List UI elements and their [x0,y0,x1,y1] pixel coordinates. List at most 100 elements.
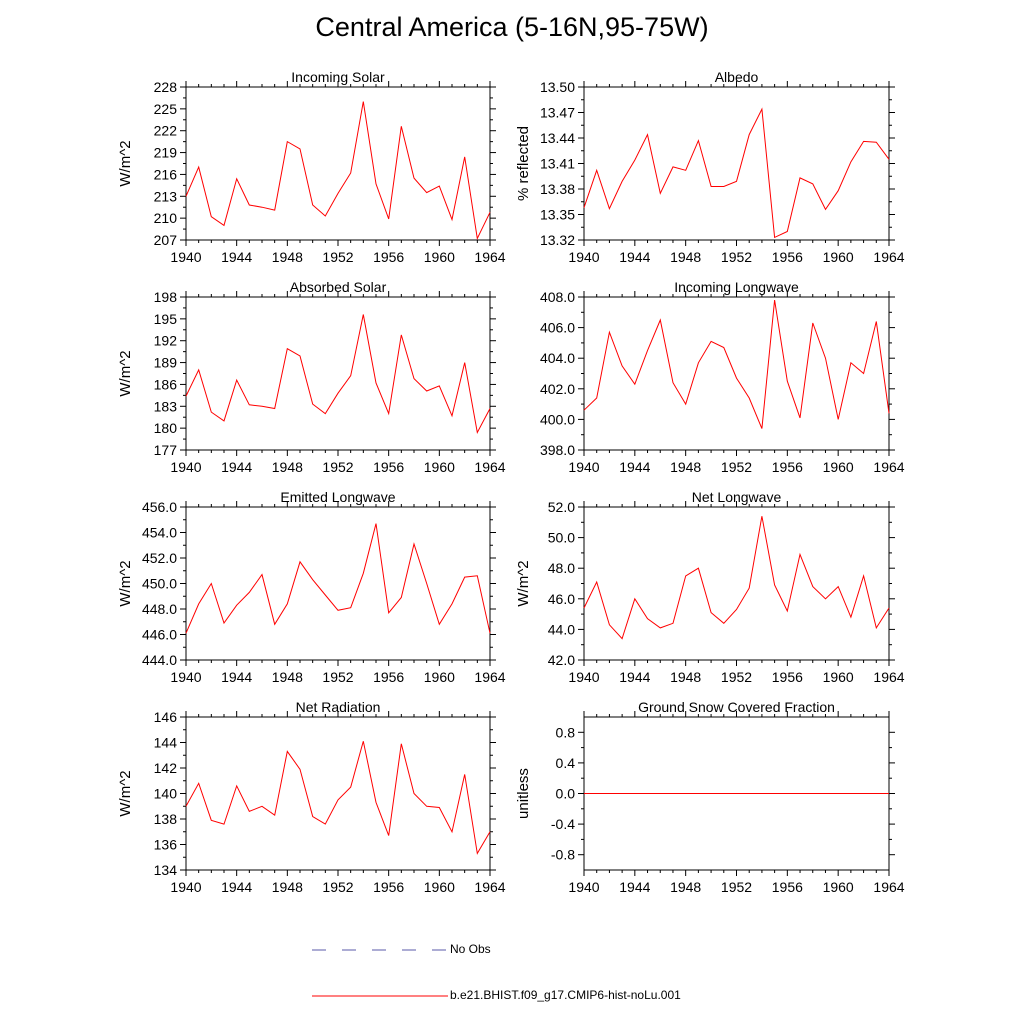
y-tick-label: 52.0 [548,499,575,515]
plot-frame [583,86,890,241]
y-tick-label: -0.8 [551,847,575,863]
y-tick-label: 450.0 [142,576,177,592]
x-tick-label: 1952 [322,879,353,895]
x-tick-label: 1944 [221,249,252,265]
x-tick-label: 1948 [272,879,303,895]
x-tick-label: 1960 [823,669,854,685]
y-axis-label: W/m^2 [117,350,134,396]
y-tick-label: 180 [154,420,178,436]
x-tick-label: 1956 [772,249,803,265]
y-tick-label: 136 [154,837,178,853]
y-axis-label: W/m^2 [117,140,134,186]
figure-title: Central America (5-16N,95-75W) [315,12,709,42]
legend-obs-label: No Obs [450,942,491,956]
x-tick-label: 1952 [322,459,353,475]
x-tick-label: 1944 [619,879,650,895]
y-tick-label: 404.0 [540,350,575,366]
x-tick-label: 1940 [568,249,599,265]
x-tick-label: 1952 [721,249,752,265]
y-axis-label: unitless [515,768,532,819]
y-tick-label: 192 [154,333,178,349]
legend-model-label: b.e21.BHIST.f09_g17.CMIP6-hist-noLu.001 [450,988,681,1002]
y-tick-label: 0.4 [556,755,576,771]
x-tick-label: 1960 [823,879,854,895]
x-tick-label: 1940 [568,669,599,685]
y-tick-label: 446.0 [142,627,177,643]
y-tick-label: 13.35 [540,207,575,223]
y-tick-label: 0.8 [556,724,576,740]
y-tick-label: 408.0 [540,289,575,305]
x-tick-label: 1944 [619,249,650,265]
plot-frame [185,86,491,241]
y-tick-label: 228 [154,79,178,95]
plot-frame [185,716,491,871]
plot-frame [185,296,491,451]
series-line [185,314,491,435]
x-tick-label: 1940 [170,459,201,475]
y-tick-label: 13.41 [540,156,575,172]
y-tick-label: 444.0 [142,652,177,668]
x-tick-label: 1964 [873,249,904,265]
x-tick-label: 1964 [474,879,505,895]
y-axis-label: % reflected [515,126,532,201]
series-line [583,516,890,640]
plot-title: Emitted Longwave [280,489,395,505]
y-tick-label: 140 [154,786,178,802]
y-tick-label: 0.0 [556,786,576,802]
plot-title: Net Longwave [692,489,782,505]
x-tick-label: 1956 [373,669,404,685]
y-tick-label: 210 [154,210,178,226]
y-tick-label: 44.0 [548,621,575,637]
x-tick-label: 1960 [424,249,455,265]
series-line [185,101,491,241]
y-axis-label: W/m^2 [117,560,134,606]
x-tick-label: 1948 [670,249,701,265]
y-axis-label: W/m^2 [117,770,134,816]
plot-title: Albedo [715,69,759,85]
y-tick-label: 456.0 [142,499,177,515]
y-tick-label: 183 [154,398,178,414]
y-tick-label: 402.0 [540,381,575,397]
x-tick-label: 1952 [322,669,353,685]
x-tick-label: 1960 [424,459,455,475]
y-tick-label: 207 [154,232,178,248]
x-tick-label: 1960 [424,879,455,895]
x-tick-label: 1956 [373,879,404,895]
y-tick-label: 13.47 [540,105,575,121]
x-tick-label: 1940 [170,879,201,895]
series-line [583,107,890,239]
y-tick-label: 144 [154,735,178,751]
x-tick-label: 1956 [772,669,803,685]
y-tick-label: 48.0 [548,560,575,576]
y-tick-label: 134 [154,862,178,878]
plot-title: Ground Snow Covered Fraction [638,699,835,715]
y-tick-label: 400.0 [540,411,575,427]
y-tick-label: 189 [154,355,178,371]
x-tick-label: 1944 [619,459,650,475]
x-tick-label: 1948 [670,459,701,475]
x-tick-label: 1944 [221,879,252,895]
plot-title: Incoming Solar [291,69,385,85]
y-tick-label: 195 [154,311,178,327]
y-tick-label: 454.0 [142,525,177,541]
x-tick-label: 1948 [670,879,701,895]
y-tick-label: 216 [154,166,178,182]
x-tick-label: 1960 [823,459,854,475]
y-tick-label: 225 [154,101,178,117]
plot-frame [583,296,890,451]
plot-title: Incoming Longwave [674,279,799,295]
x-tick-label: 1956 [373,459,404,475]
x-tick-label: 1960 [823,249,854,265]
y-tick-label: 177 [154,442,178,458]
x-tick-label: 1964 [474,459,505,475]
y-tick-label: 198 [154,289,178,305]
y-tick-label: 138 [154,811,178,827]
x-tick-label: 1952 [721,669,752,685]
x-tick-label: 1940 [170,669,201,685]
series-line [583,300,890,429]
y-tick-label: 406.0 [540,320,575,336]
y-tick-label: 448.0 [142,601,177,617]
y-tick-label: 42.0 [548,652,575,668]
y-axis-label: W/m^2 [515,560,532,606]
y-tick-label: 213 [154,188,178,204]
